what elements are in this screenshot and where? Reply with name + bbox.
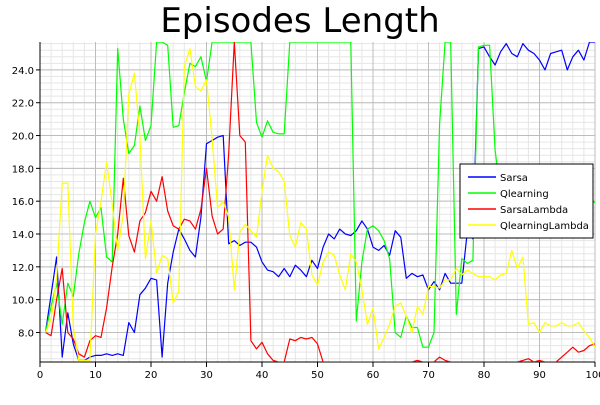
x-tick-label: 60 [367, 370, 380, 381]
x-tick-label: 50 [311, 370, 324, 381]
x-tick-label: 70 [422, 370, 435, 381]
y-tick-label: 24.0 [12, 66, 34, 77]
series-line-sarsalambda [45, 42, 595, 362]
y-tick-label: 22.0 [12, 99, 34, 110]
x-tick-label: 100 [585, 370, 600, 381]
y-tick-label: 16.0 [12, 197, 34, 208]
legend-label: SarsaLambda [500, 205, 568, 216]
y-tick-label: 12.0 [12, 263, 34, 274]
y-tick-label: 18.0 [12, 164, 34, 175]
legend: Sarsa Qlearning SarsaLambda QlearningLambda [459, 163, 594, 239]
x-tick-label: 0 [37, 370, 43, 381]
x-tick-label: 90 [533, 370, 546, 381]
x-tick-label: 40 [256, 370, 269, 381]
y-tick-label: 10.0 [12, 296, 34, 307]
x-tick-label: 30 [200, 370, 213, 381]
y-tick-label: 20.0 [12, 132, 34, 143]
series-line-sarsa [44, 42, 595, 361]
chart-title: Episodes Length [160, 1, 439, 41]
y-tick-label: 8.0 [18, 328, 34, 339]
legend-label: Qlearning [500, 189, 549, 200]
y-tick-label: 14.0 [12, 230, 34, 241]
x-tick-label: 10 [89, 370, 102, 381]
legend-label: QlearningLambda [500, 221, 589, 232]
x-tick-label: 20 [145, 370, 158, 381]
legend-label: Sarsa [500, 173, 528, 184]
series-line-qlearninglambda [44, 47, 595, 361]
axes: 0 10 20 30 40 50 60 70 80 90 100 8.0 10.0 12.0 14.0 16.… [12, 42, 600, 381]
x-tick-label: 80 [478, 370, 491, 381]
grid [39, 42, 596, 362]
